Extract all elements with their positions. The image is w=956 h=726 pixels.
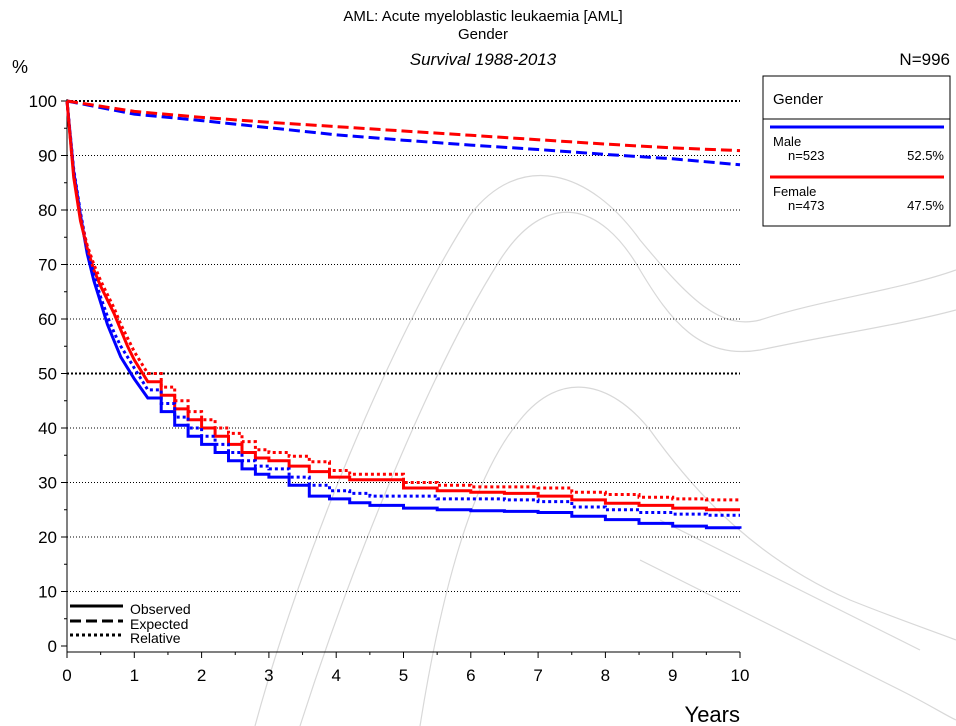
y-tick-label: 40 [38, 419, 57, 438]
male-observed-line [65, 100, 742, 530]
y-tick-label: 30 [38, 474, 57, 493]
y-tick-label: 80 [38, 201, 57, 220]
female-observed-line [65, 100, 740, 512]
female-relative-line [65, 100, 740, 502]
legend-male-label: Male [773, 134, 801, 149]
y-axis-label: % [12, 57, 28, 77]
watermark-logo [254, 174, 956, 726]
male-expected-line [66, 99, 741, 167]
legend-male-pct: 52.5% [907, 148, 944, 163]
female-expected-line [66, 99, 741, 153]
x-tick-label: 5 [399, 666, 408, 685]
x-tick-label: 8 [601, 666, 610, 685]
legend-box [762, 75, 951, 227]
group-legend: Gender Male n=523 52.5% Female n=473 47.… [762, 75, 951, 227]
x-axis-label: Years [685, 702, 740, 726]
chart-title: AML: Acute myeloblastic leukaemia [AML] [343, 8, 622, 25]
x-tick-label: 7 [533, 666, 542, 685]
y-tick-label: 100 [29, 92, 57, 111]
legend-female-pct: 47.5% [907, 198, 944, 213]
x-tick-label: 6 [466, 666, 475, 685]
y-tick-label: 60 [38, 310, 57, 329]
y-tick-label: 10 [38, 583, 57, 602]
legend-expected: Expected [130, 616, 188, 632]
legend-female-label: Female [773, 184, 816, 199]
x-tick-label: 1 [130, 666, 139, 685]
x-tick-label: 9 [668, 666, 677, 685]
gridlines [67, 100, 740, 592]
x-tick-label: 4 [331, 666, 340, 685]
legend-female-n: n=473 [788, 198, 825, 213]
y-tick-label: 90 [38, 147, 57, 166]
axes [61, 99, 741, 658]
line-style-legend: Observed Expected Relative [70, 601, 191, 646]
x-tick-label: 2 [197, 666, 206, 685]
chart-period: Survival 1988-2013 [410, 50, 557, 69]
y-tick-label: 0 [48, 637, 57, 656]
legend-title: Gender [773, 91, 823, 108]
x-tick-labels: 0 1 2 3 4 5 6 7 8 9 10 [62, 666, 749, 685]
legend-male-n: n=523 [788, 148, 825, 163]
series-lines [65, 99, 742, 530]
chart-subtitle: Gender [458, 26, 508, 43]
male-relative-line [65, 100, 740, 517]
x-tick-label: 10 [731, 666, 750, 685]
legend-relative: Relative [130, 630, 181, 646]
y-tick-label: 50 [38, 365, 57, 384]
y-tick-label: 70 [38, 256, 57, 275]
n-total: N=996 [899, 50, 950, 69]
legend-observed: Observed [130, 601, 191, 617]
y-tick-label: 20 [38, 528, 57, 547]
x-tick-label: 3 [264, 666, 273, 685]
y-tick-labels: 0 10 20 30 40 50 60 70 80 90 100 [29, 92, 57, 656]
x-tick-label: 0 [62, 666, 71, 685]
